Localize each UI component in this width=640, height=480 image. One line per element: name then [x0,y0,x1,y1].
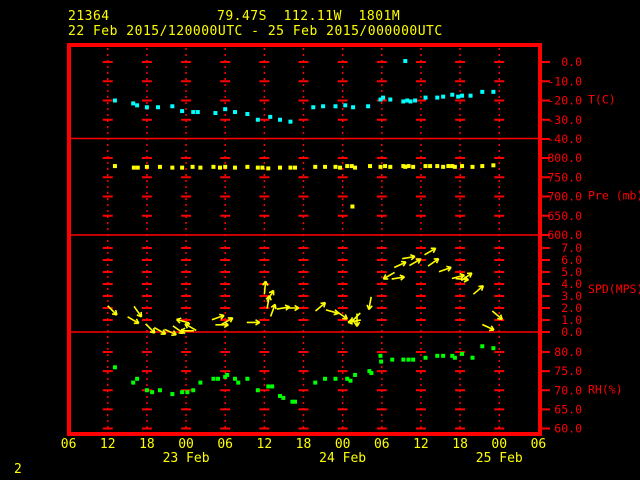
svg-text:2.0: 2.0 [561,301,582,315]
pressure-series [112,163,496,209]
svg-text:18: 18 [139,437,155,452]
svg-text:600.0: 600.0 [547,228,582,242]
svg-text:800.0: 800.0 [547,151,582,165]
svg-text:25 Feb: 25 Feb [476,451,523,466]
svg-text:06: 06 [217,437,233,452]
svg-text:700.0: 700.0 [547,190,582,204]
svg-text:6.0: 6.0 [561,253,582,267]
svg-text:06: 06 [531,437,547,452]
svg-text:06: 06 [61,437,77,452]
svg-text:24 Feb: 24 Feb [319,451,366,466]
svg-text:65.0: 65.0 [554,402,582,416]
plot-frame [67,43,542,436]
svg-text:T(C): T(C) [588,93,616,107]
svg-text:1.0: 1.0 [561,313,582,327]
svg-text:-10.0: -10.0 [547,74,582,88]
temperature-series [112,59,496,124]
bottom-time-axis: 06 12 18 00 06 12 18 00 06 12 18 00 06 23 Feb 24 Feb 25… [61,437,546,466]
svg-text:18: 18 [296,437,312,452]
svg-text:75.0: 75.0 [554,364,582,378]
svg-text:70.0: 70.0 [554,383,582,397]
svg-text:80.0: 80.0 [554,345,582,359]
svg-text:12: 12 [413,437,429,452]
svg-text:0.0: 0.0 [561,55,582,69]
svg-text:00: 00 [491,437,507,452]
svg-text:SPD(MPS): SPD(MPS) [588,282,640,296]
svg-text:18: 18 [452,437,468,452]
svg-text:00: 00 [178,437,194,452]
grid-lines [102,48,505,432]
svg-text:5.0: 5.0 [561,265,582,279]
wind-arrow-series [107,247,504,337]
station-location: 79.47S 112.11W 1801M [217,9,401,24]
svg-text:0.0: 0.0 [561,325,582,339]
svg-text:-40.0: -40.0 [547,132,582,146]
humidity-series [112,344,496,404]
time-period: 22 Feb 2015/120000UTC - 25 Feb 2015/0000… [68,24,443,39]
station-id: 21364 [68,9,110,24]
right-axis-labels: 0.0 -10.0 -20.0 -30.0 -40.0 T(C) 800.0 750.0 700… [542,55,640,436]
svg-text:650.0: 650.0 [547,209,582,223]
svg-text:12: 12 [100,437,116,452]
svg-text:23 Feb: 23 Feb [163,451,210,466]
svg-text:-20.0: -20.0 [547,94,582,108]
svg-text:750.0: 750.0 [547,170,582,184]
svg-text:-30.0: -30.0 [547,113,582,127]
svg-text:06: 06 [374,437,390,452]
svg-text:7.0: 7.0 [561,241,582,255]
svg-text:4.0: 4.0 [561,277,582,291]
svg-text:60.0: 60.0 [554,422,582,436]
svg-text:3.0: 3.0 [561,289,582,303]
svg-text:RH(%): RH(%) [588,382,623,396]
page-number: 2 [14,462,22,477]
svg-text:00: 00 [335,437,351,452]
svg-text:Pre (mb): Pre (mb) [588,189,640,203]
svg-text:12: 12 [257,437,273,452]
